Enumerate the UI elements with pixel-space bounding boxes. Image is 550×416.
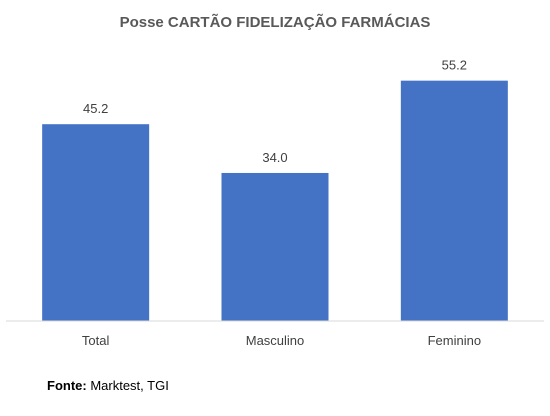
source-label: Fonte:	[47, 378, 87, 393]
data-label-masculino: 34.0	[262, 150, 287, 165]
data-label-feminino: 55.2	[442, 58, 467, 73]
source-note: Fonte: Marktest, TGI	[47, 378, 169, 393]
source-text: Marktest, TGI	[86, 378, 169, 393]
category-label-masculino: Masculino	[246, 333, 305, 348]
data-label-total: 45.2	[83, 101, 108, 116]
bar-total	[42, 124, 150, 322]
chart-title: Posse CARTÃO FIDELIZAÇÃO FARMÁCIAS	[119, 14, 431, 31]
bar-masculino	[221, 172, 329, 321]
category-label-total: Total	[82, 333, 110, 348]
bar-feminino	[400, 80, 508, 321]
category-label-feminino: Feminino	[428, 333, 481, 348]
